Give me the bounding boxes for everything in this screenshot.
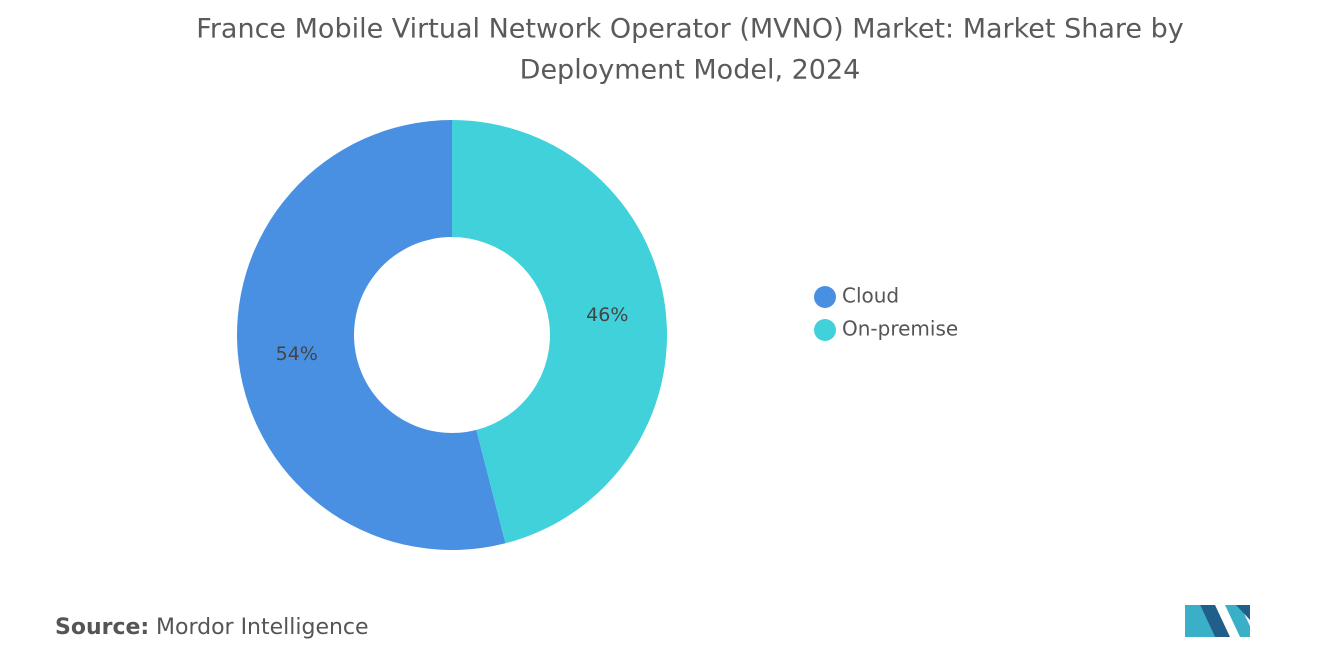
donut-slice [236,120,506,550]
donut-slice [452,120,667,544]
legend-marker [814,286,836,308]
value-label: 54% [276,343,318,365]
logo [1185,605,1250,637]
chart-title: Deployment Model, 2024 [520,55,861,86]
legend-label: On-premise [842,317,958,341]
legend-marker [814,319,836,341]
value-label: 46% [586,304,628,326]
source-label: Source: [55,615,149,640]
source: Mordor Intelligence [156,615,369,640]
chart-title: France Mobile Virtual Network Operator (… [196,14,1183,45]
legend-label: Cloud [842,284,899,308]
